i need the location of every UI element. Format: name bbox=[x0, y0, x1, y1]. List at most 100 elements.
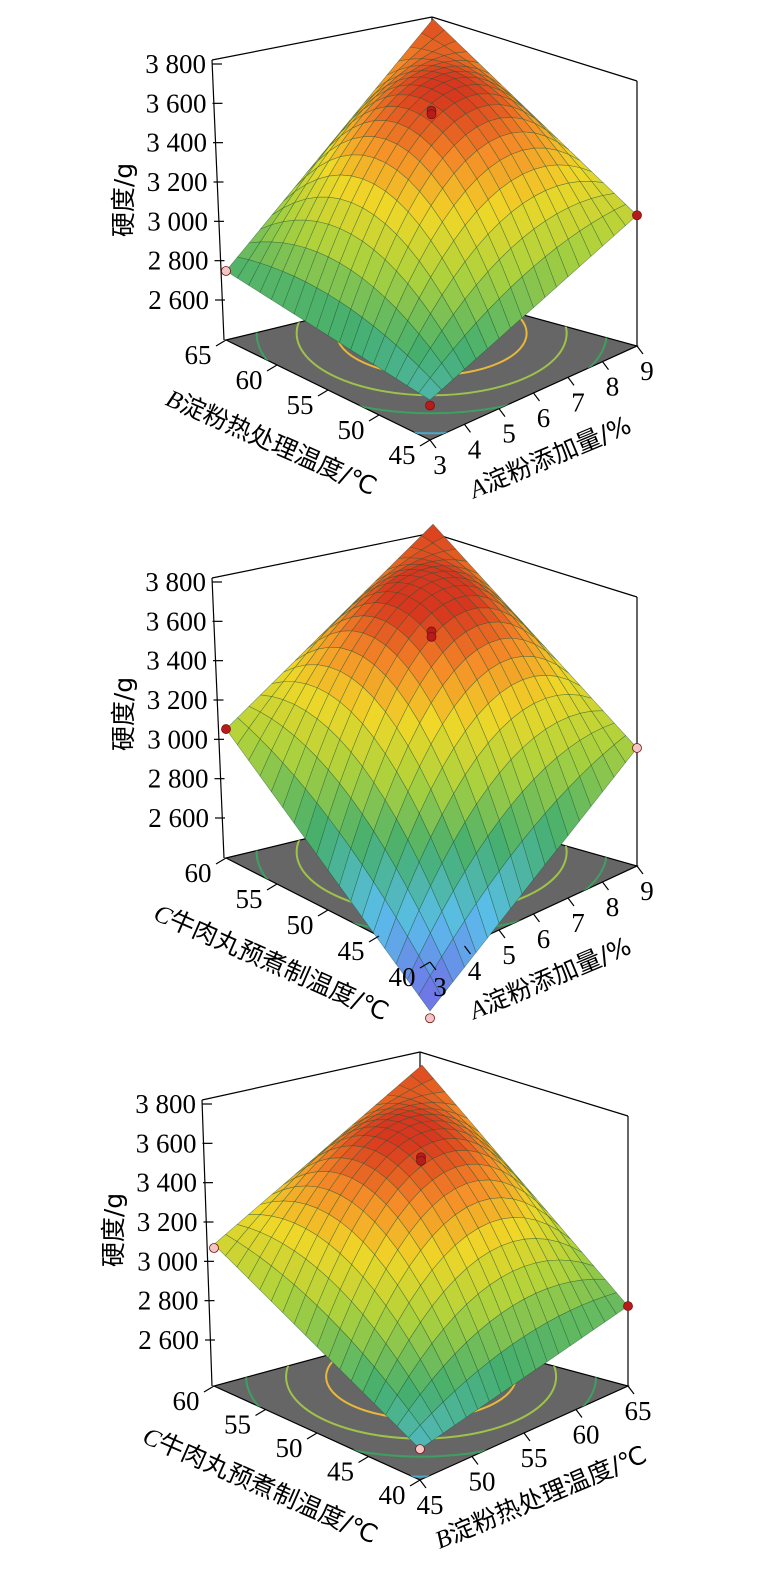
design-point bbox=[426, 109, 437, 120]
x-tick bbox=[419, 1479, 427, 1489]
y-tick-label: 60 bbox=[173, 1386, 200, 1416]
floor-contour-line bbox=[226, 290, 637, 435]
x-tick bbox=[429, 961, 437, 971]
y-tick bbox=[317, 909, 329, 917]
z-tick-label: 3 000 bbox=[147, 206, 208, 236]
y-tick-label: 55 bbox=[236, 884, 263, 914]
design-point bbox=[415, 1444, 425, 1455]
z-tick-label: 3 000 bbox=[147, 724, 208, 754]
y-tick-label: 65 bbox=[185, 340, 212, 370]
y-tick-label: 40 bbox=[389, 962, 416, 992]
y-tick bbox=[266, 364, 278, 372]
surface-cell bbox=[418, 377, 442, 401]
x-tick bbox=[575, 1409, 583, 1418]
y-tick-label: 50 bbox=[338, 415, 365, 445]
x-tick-label: 8 bbox=[606, 372, 620, 402]
z-tick-label: 3 800 bbox=[145, 567, 206, 597]
y-tick-label: 55 bbox=[224, 1410, 251, 1440]
x-tick-label: 6 bbox=[537, 924, 551, 954]
y-tick bbox=[255, 1408, 266, 1417]
design-point bbox=[632, 210, 642, 221]
x-tick bbox=[429, 439, 437, 449]
z-tick-label: 3 600 bbox=[146, 88, 207, 118]
x-tick bbox=[627, 1385, 635, 1395]
x-tick bbox=[464, 423, 471, 433]
design-point bbox=[425, 1013, 435, 1024]
z-axis-label: 硬度/g bbox=[109, 677, 138, 751]
x-tick-label: 4 bbox=[468, 956, 482, 986]
y-tick bbox=[419, 439, 431, 447]
design-point bbox=[623, 1301, 633, 1311]
chart-panel-1: 3 800 3 600 3 400 3 200 3 000 2 800 2 600 硬度/g 3… bbox=[109, 16, 654, 505]
z-axis-label: 硬度/g bbox=[99, 1193, 128, 1267]
x-tick bbox=[533, 392, 540, 402]
x-tick bbox=[498, 408, 506, 418]
surface-cell bbox=[418, 975, 442, 1012]
x-tick-label: 65 bbox=[625, 1396, 652, 1426]
x-tick bbox=[533, 913, 540, 923]
design-point bbox=[416, 1155, 426, 1166]
y-tick bbox=[215, 339, 227, 347]
design-point bbox=[221, 724, 231, 734]
floor-contour-line bbox=[214, 1330, 628, 1478]
z-tick-label: 2 600 bbox=[138, 1325, 199, 1355]
back-left-top-edge bbox=[201, 1051, 421, 1101]
y-axis-label-text: 淀粉热处理温度/℃ bbox=[176, 389, 381, 501]
back-right-top-edge bbox=[431, 16, 638, 82]
x-tick bbox=[464, 945, 471, 955]
y-tick bbox=[203, 1385, 215, 1393]
x-tick bbox=[567, 897, 575, 907]
y-tick bbox=[419, 961, 431, 969]
y-tick-label: 45 bbox=[389, 440, 416, 470]
x-tick-label: 4 bbox=[468, 434, 482, 464]
x-tick bbox=[602, 881, 609, 891]
y-tick-label: 40 bbox=[379, 1480, 406, 1510]
y-tick bbox=[409, 1479, 421, 1487]
y-tick bbox=[368, 935, 380, 943]
z-tick-label: 2 800 bbox=[148, 764, 209, 794]
z-axis-label: 硬度/g bbox=[109, 163, 138, 237]
response-surface bbox=[225, 18, 638, 401]
z-tick-label: 3 800 bbox=[135, 1089, 196, 1119]
z-tick-label: 3 200 bbox=[147, 167, 208, 197]
design-point bbox=[221, 266, 231, 276]
x-tick-label: 3 bbox=[433, 972, 447, 1002]
design-point bbox=[632, 743, 642, 753]
z-tick-label: 3 200 bbox=[147, 685, 208, 715]
design-point bbox=[209, 1243, 219, 1253]
y-tick bbox=[317, 389, 329, 397]
y-tick-label: 55 bbox=[287, 390, 314, 420]
z-tick-label: 3 400 bbox=[136, 1168, 197, 1198]
y-tick bbox=[266, 883, 278, 891]
x-tick-label: 7 bbox=[571, 387, 585, 417]
y-tick bbox=[358, 1455, 369, 1464]
back-left-top-edge bbox=[211, 16, 433, 61]
y-tick-label: 45 bbox=[327, 1457, 354, 1487]
x-tick-label: 9 bbox=[640, 876, 654, 906]
x-tick bbox=[636, 865, 644, 875]
z-tick-label: 2 800 bbox=[148, 246, 209, 276]
x-tick bbox=[636, 345, 644, 355]
design-point bbox=[426, 631, 437, 642]
x-tick bbox=[498, 929, 506, 939]
back-right-top-edge bbox=[431, 532, 638, 598]
y-tick-label: 50 bbox=[287, 910, 314, 940]
z-axis-line bbox=[211, 59, 225, 341]
x-tick-label: 9 bbox=[640, 356, 654, 386]
x-tick-label: 6 bbox=[537, 403, 551, 433]
surface-cell bbox=[408, 1424, 432, 1450]
z-tick-label: 3 200 bbox=[137, 1207, 198, 1237]
x-tick-label: 60 bbox=[573, 1420, 600, 1450]
y-tick-label: 60 bbox=[236, 365, 263, 395]
z-tick-label: 2 600 bbox=[148, 285, 209, 315]
x-tick-label: 5 bbox=[502, 419, 516, 449]
x-tick-label: 50 bbox=[469, 1467, 496, 1497]
back-right-top-edge bbox=[419, 1051, 629, 1117]
y-tick bbox=[368, 414, 380, 422]
y-tick bbox=[215, 857, 227, 865]
chart-panel-3: 3 800 3 600 3 400 3 200 3 000 2 800 2 600 硬度/g 4… bbox=[99, 1051, 652, 1555]
z-tick-label: 3 600 bbox=[136, 1128, 197, 1158]
x-tick bbox=[567, 376, 575, 386]
z-tick-label: 2 600 bbox=[148, 803, 209, 833]
